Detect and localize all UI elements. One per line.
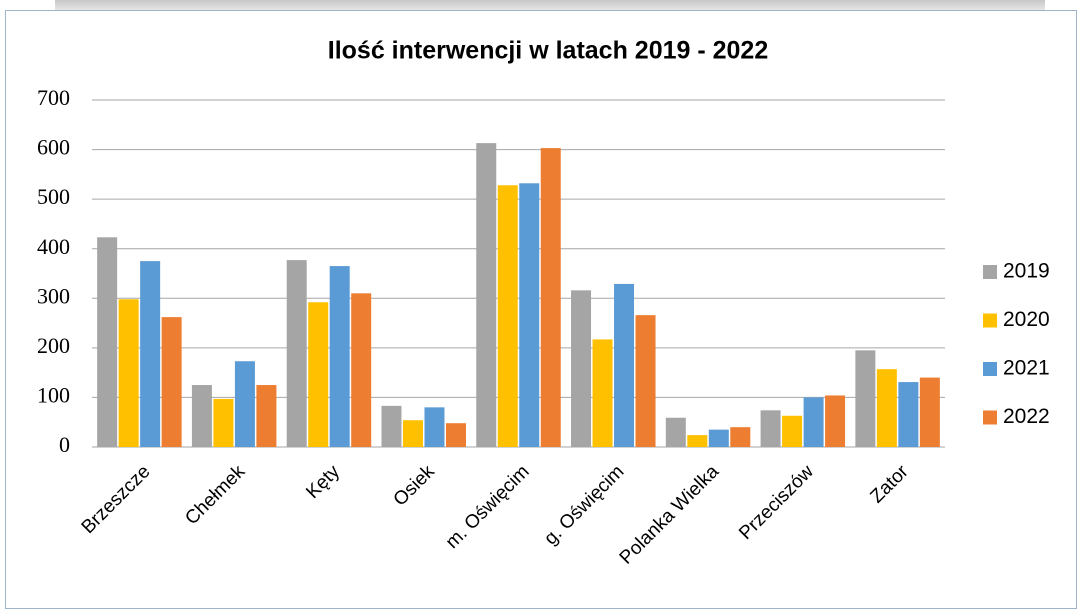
bar xyxy=(803,397,824,447)
chart-title: Ilość interwencji w latach 2019 - 2022 xyxy=(328,37,769,65)
bar xyxy=(876,369,897,447)
bar xyxy=(898,382,919,447)
bar xyxy=(402,420,423,447)
y-tick-label: 600 xyxy=(37,135,70,160)
bar xyxy=(825,395,846,447)
bar xyxy=(191,385,212,447)
bar xyxy=(760,410,781,447)
bar xyxy=(118,299,139,447)
legend-label: 2022 xyxy=(1003,405,1050,428)
y-tick-label: 300 xyxy=(37,283,70,308)
y-tick-label: 100 xyxy=(37,382,70,407)
bar xyxy=(614,283,635,447)
bar xyxy=(855,350,876,447)
bar xyxy=(519,183,540,447)
bar xyxy=(665,417,686,447)
bar xyxy=(635,315,656,447)
bar xyxy=(687,435,708,447)
bar xyxy=(256,385,277,447)
bar xyxy=(286,260,307,447)
legend-swatch xyxy=(983,410,997,425)
y-tick-label: 0 xyxy=(59,432,70,457)
bar xyxy=(234,361,255,447)
bar xyxy=(445,423,466,447)
y-tick-label: 200 xyxy=(37,333,70,358)
y-tick-label: 700 xyxy=(37,85,70,110)
legend-label: 2020 xyxy=(1003,308,1050,331)
bar xyxy=(381,405,402,447)
bar xyxy=(351,293,372,447)
bar xyxy=(730,427,751,447)
bar xyxy=(540,148,561,447)
y-tick-label: 400 xyxy=(37,234,70,259)
legend-swatch xyxy=(983,362,997,376)
bar xyxy=(213,398,234,447)
legend-label: 2019 xyxy=(1003,260,1050,283)
bar xyxy=(424,407,445,447)
bar xyxy=(782,415,803,447)
bar xyxy=(919,377,940,447)
legend-swatch xyxy=(983,313,997,328)
legend-swatch xyxy=(983,265,997,279)
bar xyxy=(497,185,518,447)
y-tick-label: 500 xyxy=(37,184,70,209)
bar xyxy=(329,266,350,447)
bar xyxy=(476,143,497,447)
bar xyxy=(140,261,161,447)
top-bar xyxy=(55,0,1045,10)
bar xyxy=(308,302,329,447)
bar xyxy=(571,290,592,447)
bar xyxy=(708,429,729,447)
legend-label: 2021 xyxy=(1003,357,1050,380)
bar xyxy=(97,237,118,447)
bar xyxy=(161,317,182,447)
bar xyxy=(592,339,613,447)
